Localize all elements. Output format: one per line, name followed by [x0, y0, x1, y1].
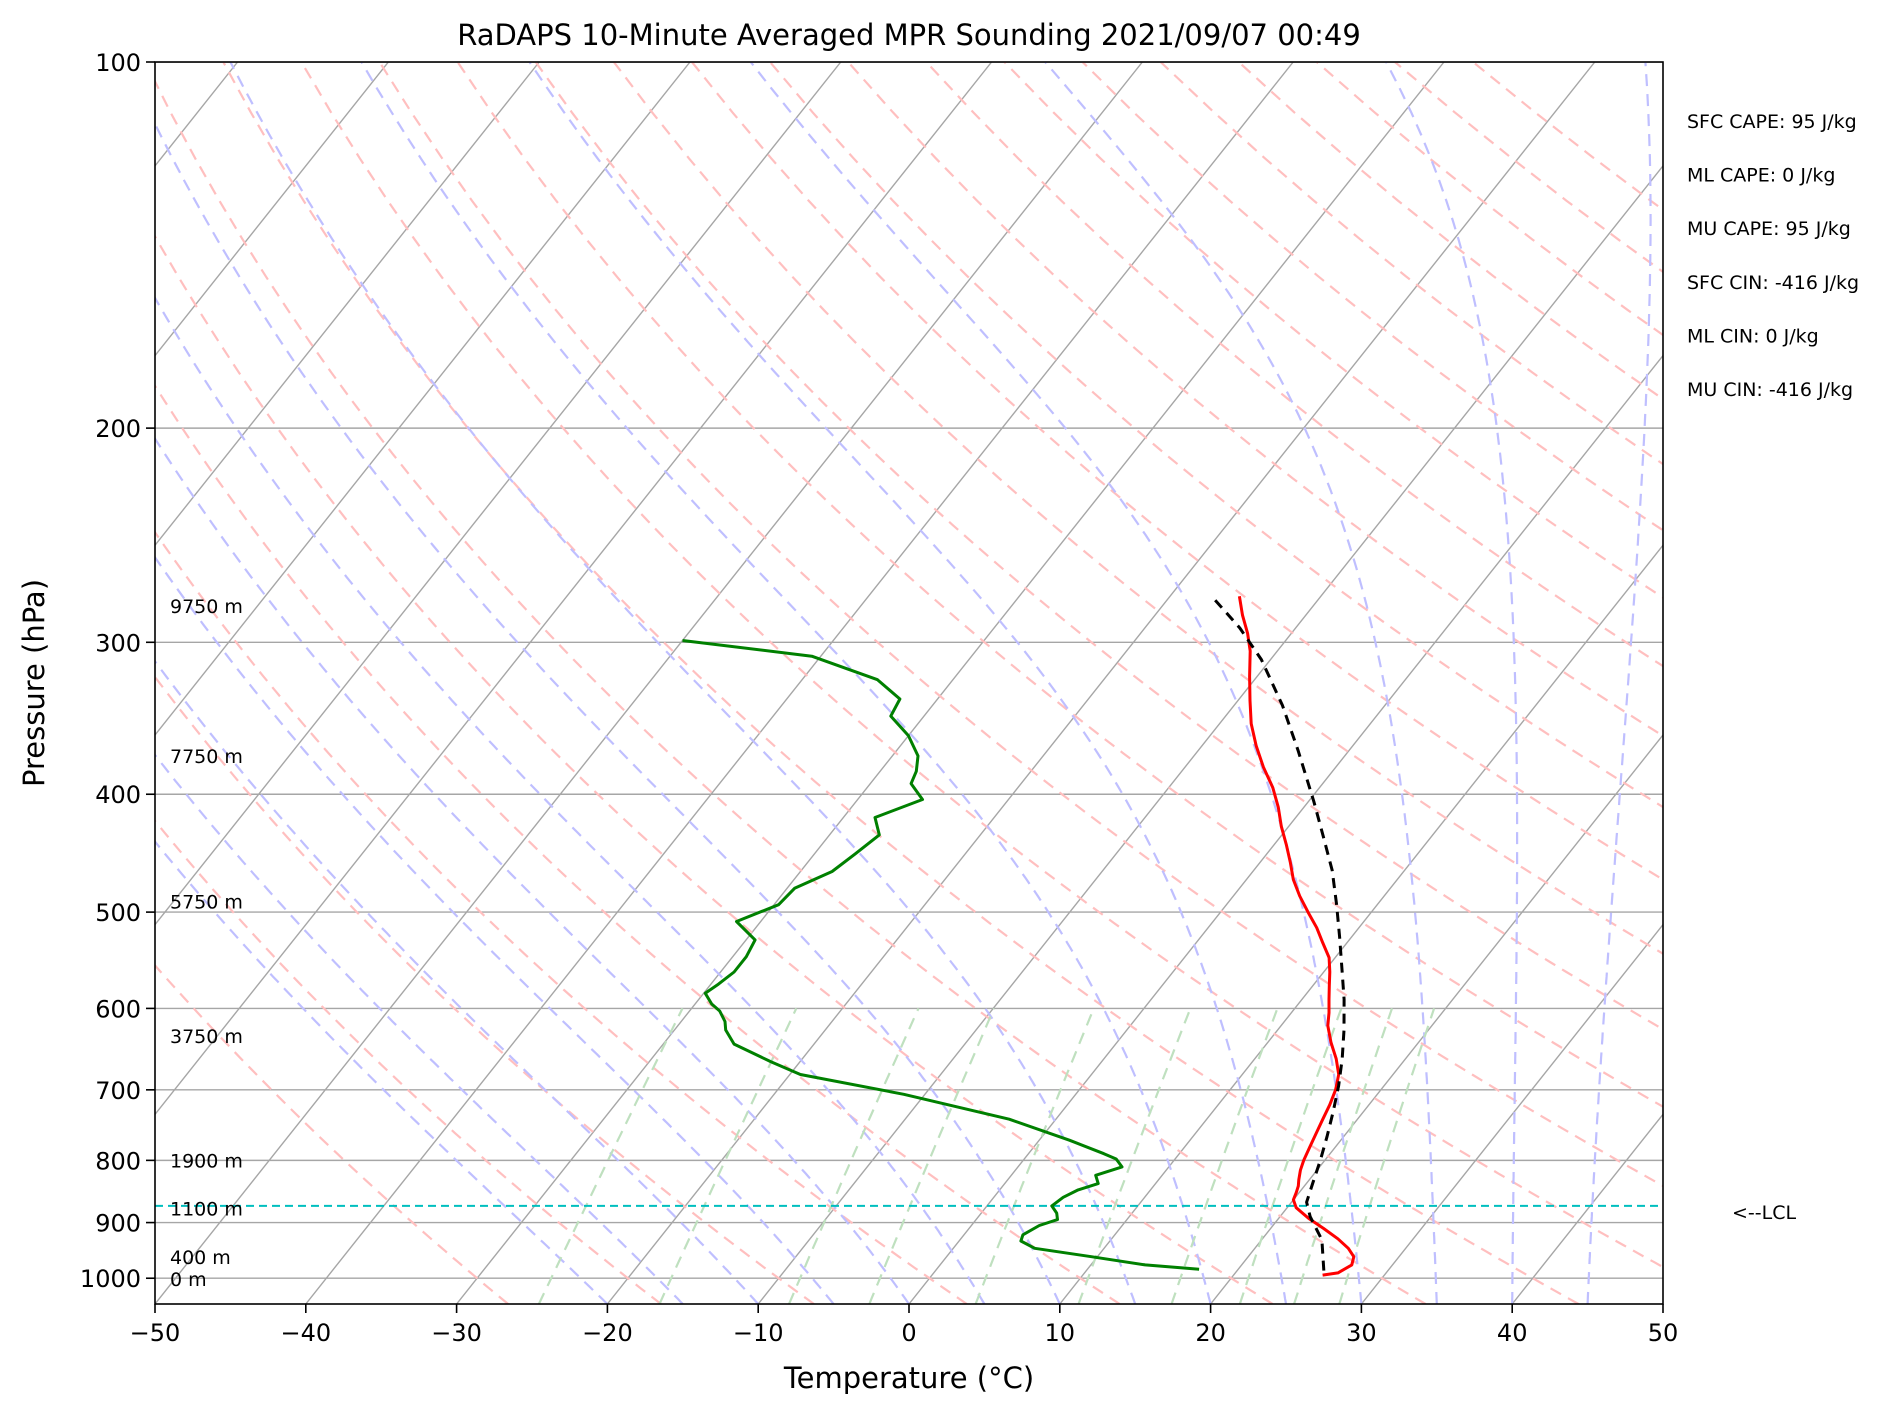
y-tick-label: 500	[95, 899, 141, 927]
x-tick-label: 0	[901, 1319, 916, 1347]
height-label: 9750 m	[170, 596, 243, 618]
isotherm-line	[1814, 62, 1899, 1304]
dry-adiabat	[67, 62, 1273, 1304]
dry-adiabat	[770, 62, 1899, 1304]
y-tick-label: 400	[95, 781, 141, 809]
isotherm-line	[306, 62, 1293, 1304]
isotherm-line	[0, 62, 690, 1304]
stability-index: MU CAPE: 95 J/kg	[1687, 218, 1851, 240]
isotherm-line	[0, 62, 539, 1304]
mixing-ratio-line	[539, 1008, 683, 1304]
height-label: 3750 m	[170, 1026, 243, 1048]
isotherm-line	[4, 62, 991, 1304]
y-tick-label: 1000	[80, 1265, 141, 1293]
x-tick-label: −40	[280, 1319, 331, 1347]
height-label: 7750 m	[170, 746, 243, 768]
dry-adiabat	[1161, 62, 1899, 1304]
dry-adiabat	[145, 62, 1425, 1304]
x-tick-label: −50	[130, 1319, 181, 1347]
y-tick-label: 200	[95, 415, 141, 443]
isotherm-line	[1060, 62, 1899, 1304]
moist-adiabat	[1045, 62, 1437, 1304]
y-axis-label: Pressure (hPa)	[17, 579, 51, 787]
moist-adiabat	[0, 62, 683, 1304]
height-label: 0 m	[170, 1269, 207, 1291]
lcl-label: <--LCL	[1732, 1202, 1796, 1224]
x-tick-label: −10	[733, 1319, 784, 1347]
dry-adiabat	[1004, 62, 1899, 1304]
stability-index: ML CIN: 0 J/kg	[1687, 325, 1819, 347]
height-label: 1900 m	[170, 1150, 243, 1172]
x-tick-label: 20	[1195, 1319, 1226, 1347]
isotherm-line	[0, 62, 388, 1304]
x-tick-label: 40	[1497, 1319, 1528, 1347]
stability-index: SFC CAPE: 95 J/kg	[1687, 111, 1857, 133]
mixing-ratio-line	[789, 1008, 919, 1304]
dry-adiabat	[926, 62, 1899, 1304]
chart-title: RaDAPS 10-Minute Averaged MPR Sounding 2…	[457, 18, 1361, 52]
isotherm-line	[457, 62, 1444, 1304]
isotherm-line	[909, 62, 1896, 1304]
dry-adiabat	[223, 62, 1578, 1304]
y-tick-label: 600	[95, 995, 141, 1023]
isotherm-line	[1512, 62, 1899, 1304]
dry-adiabat	[0, 62, 508, 1304]
x-tick-label: 10	[1045, 1319, 1076, 1347]
dry-adiabat	[1473, 62, 1899, 1304]
mixing-ratio-line	[1240, 1008, 1341, 1304]
moist-adiabat	[1386, 62, 1517, 1304]
dry-adiabat	[614, 62, 1899, 1304]
y-tick-label: 800	[95, 1147, 141, 1175]
dry-adiabat	[1239, 62, 1899, 1304]
stability-index: MU CIN: -416 J/kg	[1687, 379, 1853, 401]
parcel-profile	[1215, 600, 1344, 1275]
mixing-ratio-line	[1079, 1008, 1191, 1304]
isotherm-line	[155, 62, 1142, 1304]
dry-adiabat	[0, 62, 1120, 1304]
x-tick-label: 50	[1648, 1319, 1679, 1347]
x-tick-label: −30	[431, 1319, 482, 1347]
stability-index: SFC CIN: -416 J/kg	[1687, 272, 1859, 294]
y-tick-label: 900	[95, 1210, 141, 1238]
dewpoint-profile	[683, 641, 1200, 1270]
mixing-ratio-line	[660, 1008, 797, 1304]
dry-adiabat	[1395, 62, 1899, 1304]
isotherm-line	[1663, 62, 1899, 1304]
x-tick-label: −20	[582, 1319, 633, 1347]
height-label: 1100 m	[170, 1198, 243, 1220]
dry-adiabat	[458, 62, 1899, 1304]
dry-adiabat	[1083, 62, 1899, 1304]
isotherm-line	[0, 62, 841, 1304]
dry-adiabat	[1317, 62, 1899, 1304]
x-axis-label: Temperature (°C)	[783, 1361, 1034, 1395]
dry-adiabat	[0, 62, 967, 1304]
dry-adiabat	[0, 62, 661, 1304]
height-label: 5750 m	[170, 891, 243, 913]
stability-index: ML CAPE: 0 J/kg	[1687, 165, 1835, 187]
plot-frame	[155, 62, 1663, 1304]
height-label: 400 m	[170, 1247, 231, 1269]
y-tick-label: 700	[95, 1077, 141, 1105]
y-tick-label: 100	[95, 49, 141, 77]
isotherm-line	[1211, 62, 1899, 1304]
stability-indices: SFC CAPE: 95 J/kg ML CAPE: 0 J/kg MU CAPE:…	[1687, 111, 1859, 401]
y-tick-label: 300	[95, 629, 141, 657]
mixing-ratio-line	[869, 1008, 994, 1304]
dry-adiabat	[301, 62, 1731, 1304]
dry-adiabat	[536, 62, 1899, 1304]
x-tick-label: 30	[1346, 1319, 1377, 1347]
moist-adiabat	[751, 62, 1362, 1304]
moist-adiabat	[0, 62, 834, 1304]
